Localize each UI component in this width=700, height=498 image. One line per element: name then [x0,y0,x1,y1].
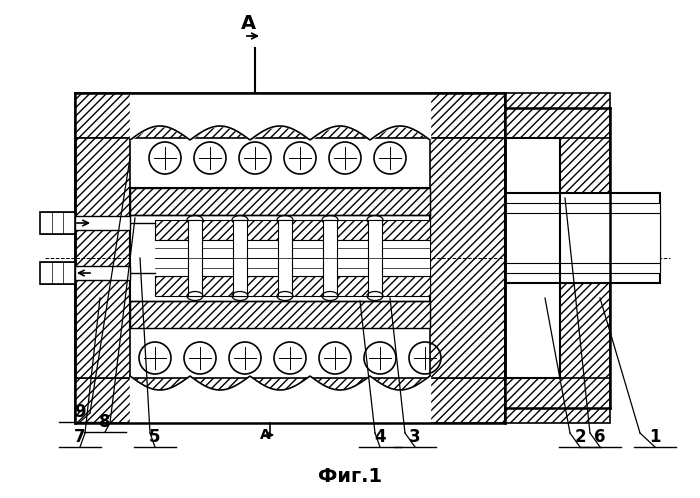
Bar [233,220,247,296]
Text: 6: 6 [594,428,606,446]
Text: 1: 1 [650,428,661,446]
Bar [155,220,430,240]
Bar [368,220,382,296]
Bar [323,220,337,296]
Bar [75,138,130,378]
Text: A: A [260,428,270,442]
Text: 4: 4 [374,428,386,446]
Bar [130,215,430,301]
Bar [505,93,610,138]
Text: 3: 3 [410,428,421,446]
Text: A: A [240,13,256,32]
Bar [130,188,430,328]
Text: Фиг.1: Фиг.1 [318,467,382,486]
Bar [75,266,130,280]
Bar [155,240,430,276]
Text: 8: 8 [99,413,111,431]
Bar [505,193,660,283]
Bar [188,220,202,296]
Bar [130,188,430,215]
Bar [560,108,610,408]
Bar [40,262,75,284]
Bar [75,216,130,230]
Bar [40,212,75,234]
Bar [505,213,660,263]
Text: 5: 5 [149,428,161,446]
Bar [278,220,292,296]
Bar [75,378,505,423]
Text: 7: 7 [74,428,86,446]
Bar [505,378,610,423]
Text: 9: 9 [74,403,86,421]
Text: 2: 2 [574,428,586,446]
Bar [155,276,430,296]
Bar [430,138,505,378]
Bar [130,301,430,328]
Bar [505,203,660,273]
Bar [75,93,505,138]
